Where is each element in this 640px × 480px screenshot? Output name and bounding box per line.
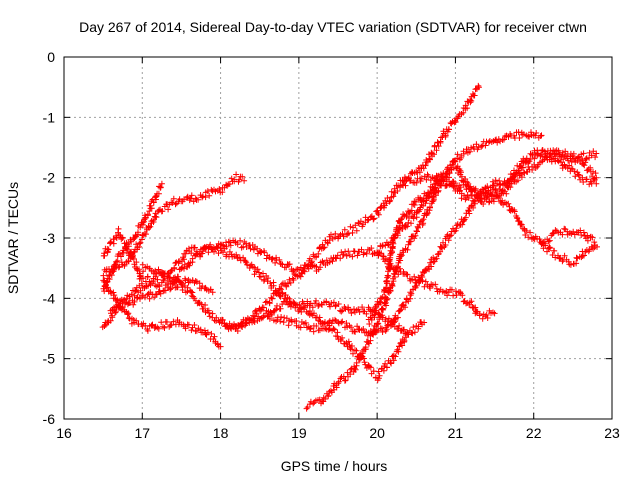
y-tick-label: -2 — [43, 170, 56, 186]
series-arc-7 — [139, 243, 428, 384]
series-arc-2 — [100, 180, 165, 295]
y-tick-label: -4 — [43, 290, 56, 306]
chart-title: Day 267 of 2014, Sidereal Day-to-day VTE… — [79, 19, 587, 35]
series-arc-6 — [107, 275, 216, 315]
x-tick-label: 21 — [448, 425, 464, 441]
plot-frame — [63, 56, 613, 420]
series-markers-arc-13 — [397, 147, 600, 207]
y-tick-label: 0 — [47, 49, 55, 65]
x-axis-label: GPS time / hours — [281, 458, 388, 474]
series-arc-5 — [100, 82, 482, 334]
series-markers-arc-2 — [100, 180, 165, 295]
y-tick-label: -1 — [43, 109, 56, 125]
series-markers-arc-7 — [139, 243, 428, 384]
series-arc-10 — [303, 129, 545, 412]
y-tick-label: -3 — [43, 230, 56, 246]
y-tick-label: -6 — [43, 411, 56, 427]
x-tick-label: 16 — [56, 425, 72, 441]
x-tick-label: 19 — [291, 425, 307, 441]
axis-ticks: 16 17 18 19 20 21 22 23 0 -1 -2 -3 -4 -5 -6 — [43, 49, 620, 441]
x-tick-label: 22 — [526, 425, 542, 441]
series-markers-arc-6 — [107, 275, 216, 315]
y-axis-label: SDTVAR / TECUs — [5, 182, 21, 294]
x-tick-label: 17 — [134, 425, 150, 441]
series-markers-arc-3 — [99, 237, 498, 331]
x-tick-label: 23 — [604, 425, 620, 441]
data-series — [99, 82, 600, 412]
x-tick-label: 20 — [369, 425, 385, 441]
series-arc-3 — [99, 237, 498, 331]
series-arc-13 — [397, 147, 600, 207]
x-tick-label: 18 — [213, 425, 229, 441]
y-tick-label: -5 — [43, 351, 56, 367]
series-markers-arc-10 — [303, 129, 545, 412]
series-markers-arc-5 — [100, 82, 482, 334]
